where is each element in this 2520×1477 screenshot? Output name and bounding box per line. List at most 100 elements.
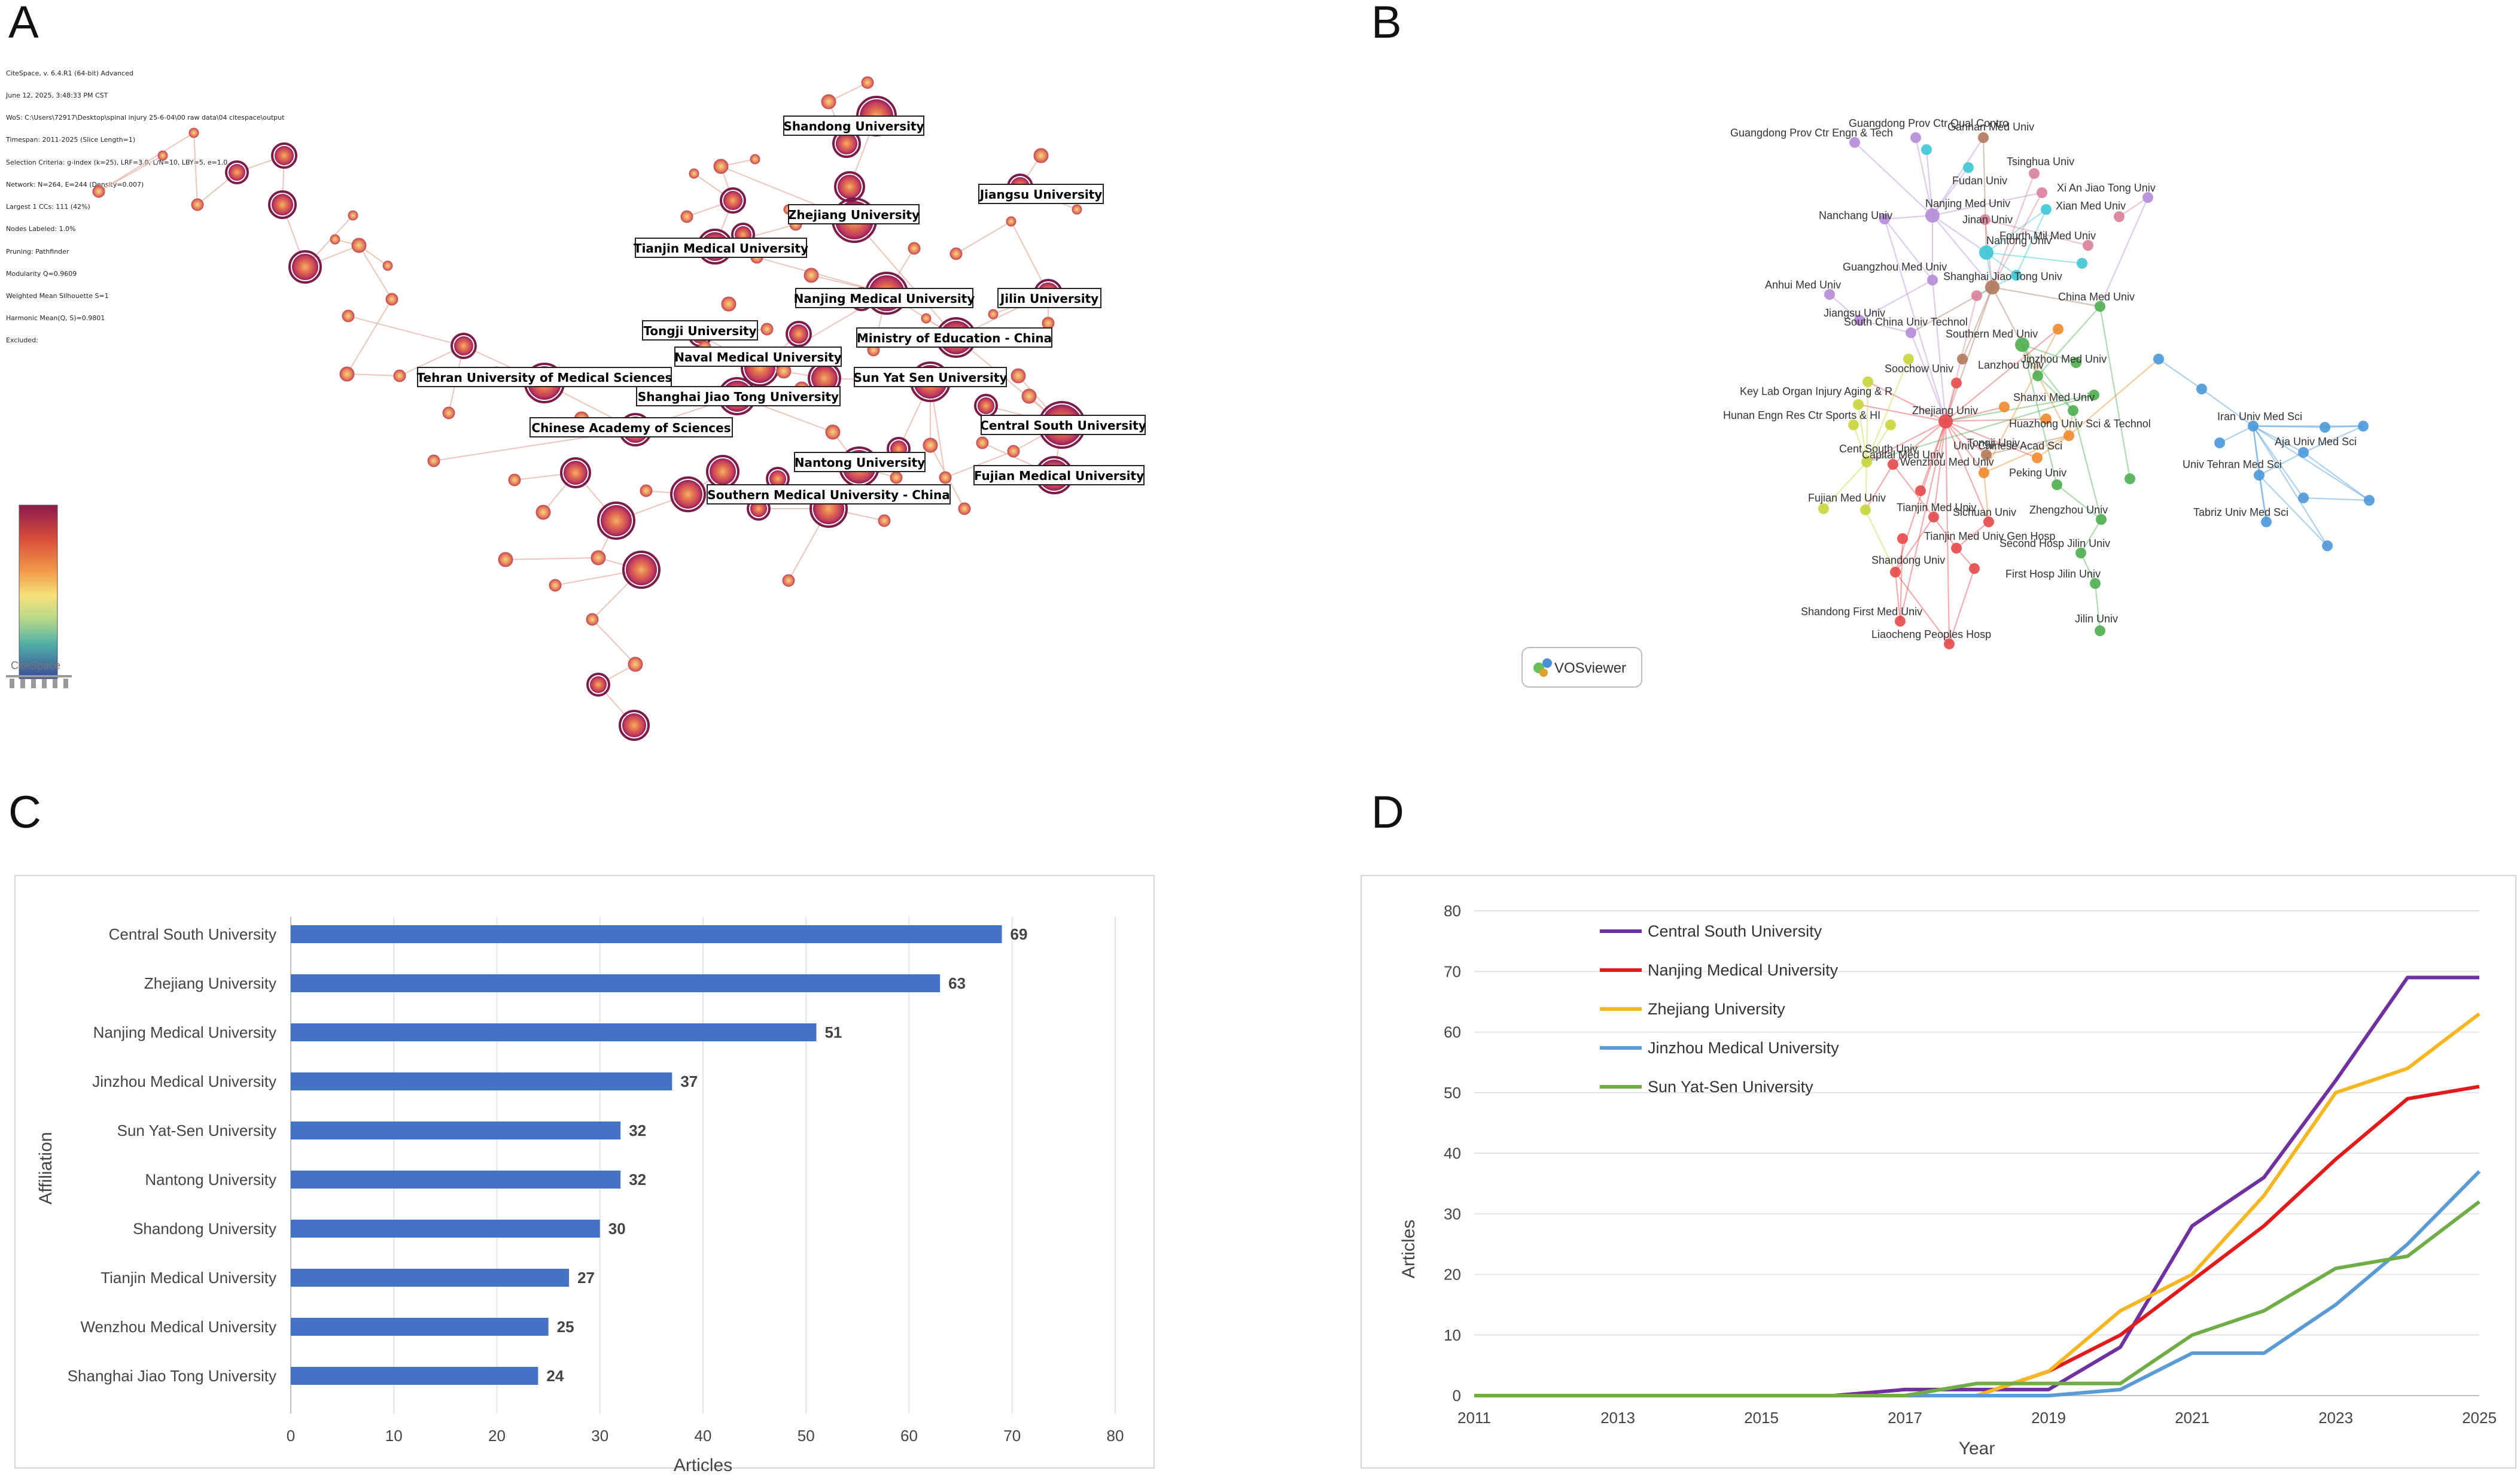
vos-node <box>1951 378 1962 388</box>
bar-y-axis-title: Affiliation <box>36 1132 56 1204</box>
bar-category-label: Jinzhou Medical University <box>92 1072 276 1090</box>
vos-link <box>1983 434 2069 474</box>
line-y-tick: 30 <box>1444 1205 1461 1223</box>
vos-label: Hunan Engn Res Ctr Sports & HI <box>1723 409 1880 421</box>
cs-label: Tongji University <box>642 320 758 341</box>
vos-link <box>2094 583 2101 631</box>
line-x-tick: 2013 <box>1600 1409 1635 1427</box>
vos-link <box>1983 472 1990 522</box>
vos-link <box>1884 218 1933 281</box>
vos-link <box>1932 192 2043 217</box>
vos-node <box>1885 420 1896 430</box>
vos-link <box>2219 426 2254 443</box>
vos-node <box>2114 211 2125 222</box>
vos-node <box>1848 420 1859 430</box>
cs-node <box>451 333 477 359</box>
vos-link <box>1910 332 1947 422</box>
vos-label: Shanghai Jiao Tong Univ <box>1943 271 2062 282</box>
cs-node <box>560 457 591 488</box>
cs-label: Naval Medical University <box>674 347 842 367</box>
vos-label: Xi An Jiao Tong Univ <box>2057 182 2156 194</box>
vos-node <box>2064 430 2074 441</box>
vos-label: Tabriz Univ Med Sci <box>2193 506 2288 518</box>
cs-node <box>1007 445 1020 458</box>
vos-link <box>1945 394 2095 423</box>
line-y-tick: 40 <box>1444 1144 1461 1162</box>
vos-node <box>1938 414 1953 428</box>
cs-link <box>98 155 163 192</box>
vos-label: Aja Univ Med Sci <box>2275 436 2357 448</box>
vos-link <box>2253 425 2326 428</box>
bar-value-label: 69 <box>1011 925 1028 943</box>
citespace-info-line: CiteSpace, v. 6.4.R1 (64-bit) Advanced <box>6 69 133 77</box>
cs-node <box>861 76 874 89</box>
cs-link <box>854 220 957 338</box>
vos-node <box>2090 578 2101 589</box>
cs-node <box>670 476 706 512</box>
vos-label: Nanchang Univ <box>1819 209 1892 221</box>
bar-x-tick: 50 <box>798 1427 815 1445</box>
vos-node <box>1879 214 1890 224</box>
cs-label-text: Chinese Academy of Sciences <box>531 421 731 435</box>
bar-value-label: 63 <box>948 974 966 992</box>
line-x-tick: 2025 <box>2462 1409 2497 1427</box>
vos-link <box>1894 421 1947 573</box>
vos-link <box>1823 461 1867 509</box>
vos-link <box>2324 425 2364 428</box>
bar-value-label: 51 <box>824 1023 842 1041</box>
vos-link <box>1865 381 1869 463</box>
vos-label: Gannan Med Univ <box>1947 121 2034 133</box>
cs-node <box>351 238 367 253</box>
vos-node <box>1951 543 1962 554</box>
cs-label-text: Nantong University <box>795 455 925 470</box>
bar-x-tick: 10 <box>385 1427 403 1445</box>
bar-category-label: Wenzhou Medical University <box>80 1318 276 1336</box>
vos-node <box>2075 548 2086 558</box>
vos-label: Jilin Univ <box>2075 613 2118 625</box>
legend-label: Central South University <box>1648 922 1822 940</box>
year-color-bar <box>19 505 58 679</box>
vos-link <box>1867 381 1946 422</box>
cs-node <box>330 234 340 245</box>
vos-node <box>1963 162 1974 173</box>
vos-label: Zhejiang Univ <box>1912 405 1978 417</box>
cs-node <box>890 471 903 484</box>
cs-label-text: Southern Medical University - China <box>707 488 950 502</box>
vos-link <box>2080 552 2096 584</box>
cs-label: Ministry of Education - China <box>856 327 1052 348</box>
line-x-axis-title: Year <box>1959 1439 1995 1458</box>
vos-link <box>2303 425 2364 454</box>
cs-node <box>382 260 393 271</box>
panel-letter-a: A <box>8 0 39 48</box>
vos-node <box>1890 567 1901 578</box>
vos-node <box>1971 290 1982 301</box>
cs-node <box>782 574 795 587</box>
vos-label: Anhui Med Univ <box>1765 279 1841 291</box>
bar <box>291 1122 621 1139</box>
cs-node <box>348 210 358 221</box>
vos-link <box>2022 344 2077 364</box>
vos-label: Iran Univ Med Sci <box>2217 411 2302 423</box>
cs-node <box>225 160 249 184</box>
cs-label-text: Shandong University <box>783 119 924 133</box>
vos-node <box>1979 467 1989 478</box>
vos-link <box>1899 538 1904 622</box>
vos-label: Jiangsu Univ <box>1824 307 1885 319</box>
vos-node <box>2095 301 2105 312</box>
vos-node <box>1921 144 1932 155</box>
vos-label: Southern Med Univ <box>1946 328 2038 340</box>
cs-node <box>1072 204 1082 215</box>
vos-node <box>2041 414 2052 424</box>
citespace-logo-text: CiteSpace <box>11 660 60 671</box>
vos-link <box>2021 344 2058 485</box>
vos-label: Fourth Mil Med Univ <box>1999 230 2096 242</box>
vos-node <box>2089 390 2099 400</box>
cs-label-text: Naval Medical University <box>674 350 842 364</box>
citespace-info-line: WoS: C:\Users\72917\Desktop\spinal injur… <box>6 114 285 122</box>
vos-link <box>2158 358 2202 390</box>
panel-letter-d: D <box>1371 787 1404 838</box>
vos-label: Huazhong Univ Sci & Technol <box>2009 418 2151 430</box>
vos-link <box>1991 173 2035 288</box>
vos-link <box>1945 421 1985 473</box>
bar <box>291 1171 621 1189</box>
